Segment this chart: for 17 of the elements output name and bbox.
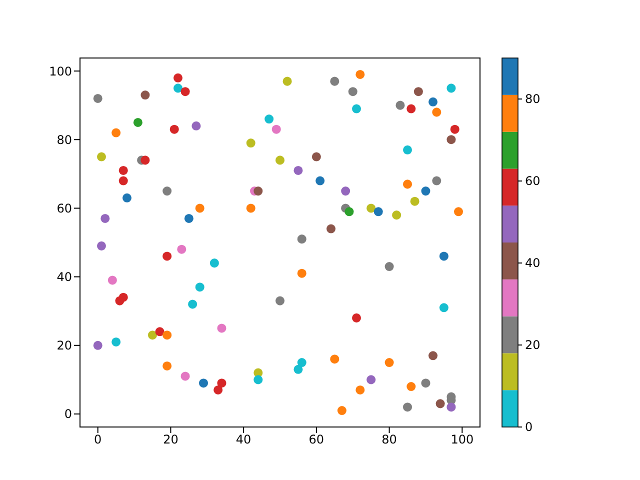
y-tick-label: 100 (49, 64, 72, 78)
color-bar-label: 0 (525, 420, 533, 434)
x-tick-label: 40 (236, 432, 252, 447)
y-tick-label: 20 (56, 338, 72, 353)
color-bar-label: 20 (525, 338, 540, 352)
color-bar-label: 40 (525, 256, 540, 270)
y-tick-label: 0 (64, 407, 72, 422)
x-tick-label: 0 (94, 432, 102, 447)
x-tick-label: 20 (163, 432, 178, 447)
x-tick-label: 80 (382, 432, 397, 447)
color-bar-label: 60 (525, 174, 540, 188)
x-tick-label: 100 (450, 432, 474, 447)
y-tick-label: 60 (56, 201, 72, 216)
y-tick-label: 80 (56, 132, 72, 147)
y-tick-label: 40 (56, 270, 72, 284)
x-tick-label: 60 (308, 432, 324, 447)
color-bar-label: 80 (525, 92, 540, 106)
